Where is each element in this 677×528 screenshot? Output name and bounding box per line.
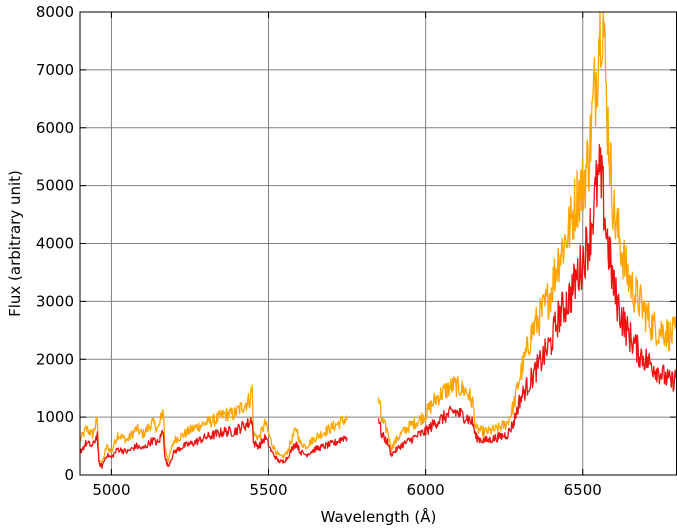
x-axis-label: Wavelength (Å) bbox=[321, 507, 437, 526]
axis-ticks bbox=[80, 11, 676, 476]
y-tick-label: 0 bbox=[64, 466, 74, 484]
x-tick-label: 5000 bbox=[92, 481, 130, 499]
y-axis-label: Flux (arbitrary unit) bbox=[6, 170, 24, 317]
grid-lines bbox=[80, 12, 677, 475]
y-tick-label: 8000 bbox=[36, 3, 74, 21]
y-tick-label: 3000 bbox=[36, 292, 74, 310]
series-orange-line bbox=[80, 384, 348, 463]
x-tick-label: 5500 bbox=[249, 481, 287, 499]
series-red-line bbox=[80, 416, 348, 469]
y-tick-label: 6000 bbox=[36, 119, 74, 137]
y-tick-label: 5000 bbox=[36, 177, 74, 195]
y-tick-label: 7000 bbox=[36, 61, 74, 79]
series-orange-line bbox=[377, 12, 677, 453]
series-layer bbox=[80, 12, 677, 469]
y-tick-label: 1000 bbox=[36, 408, 74, 426]
x-tick-labels: 5000 5500 6000 6500 bbox=[92, 481, 602, 499]
y-tick-labels: 0 1000 2000 3000 4000 5000 6000 7000 8000 bbox=[36, 3, 74, 484]
x-tick-label: 6000 bbox=[407, 481, 445, 499]
y-tick-label: 4000 bbox=[36, 235, 74, 253]
x-tick-label: 6500 bbox=[564, 481, 602, 499]
series-red-line bbox=[377, 144, 677, 457]
y-tick-label: 2000 bbox=[36, 350, 74, 368]
